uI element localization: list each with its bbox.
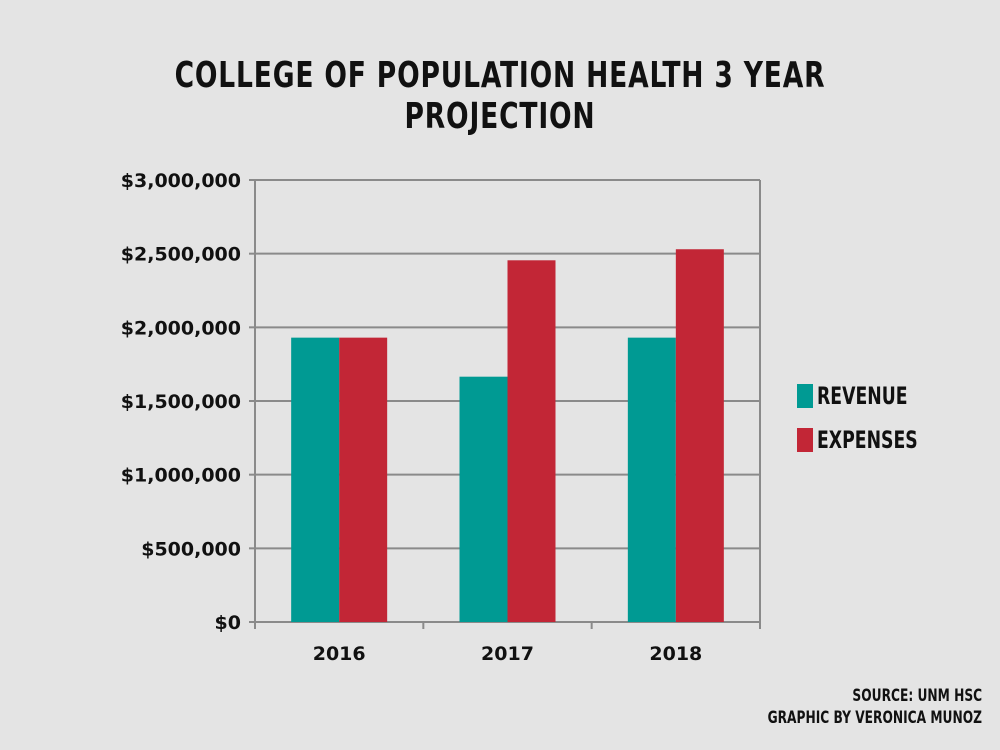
y-tick-label: $2,000,000 xyxy=(121,317,241,339)
legend-swatch-revenue xyxy=(797,384,813,408)
legend-label-revenue: REVENUE xyxy=(817,382,908,410)
y-tick-label: $500,000 xyxy=(141,538,241,560)
chart-title: COLLEGE OF POPULATION HEALTH 3 YEAR PROJ… xyxy=(174,55,826,137)
bar-revenue-2018 xyxy=(627,337,676,622)
bar-revenue-2016 xyxy=(291,337,340,622)
x-tick-label: 2016 xyxy=(313,643,366,665)
x-tick-label: 2018 xyxy=(649,643,702,665)
bar-expenses-2017 xyxy=(507,260,556,622)
x-tick-label: 2017 xyxy=(481,643,534,665)
bar-expenses-2016 xyxy=(339,337,388,622)
y-tick-label: $1,000,000 xyxy=(121,465,241,487)
legend-swatch-expenses xyxy=(797,428,813,452)
y-tick-label: $3,000,000 xyxy=(121,170,241,192)
graphic-credit: GRAPHIC BY VERONICA MUNOZ xyxy=(767,708,982,728)
legend-item-revenue: REVENUE xyxy=(797,382,930,410)
bar-revenue-2017 xyxy=(459,376,508,622)
legend-item-expenses: EXPENSES xyxy=(797,426,943,454)
y-tick-label: $0 xyxy=(215,612,241,634)
y-tick-label: $1,500,000 xyxy=(121,391,241,413)
source-credit: SOURCE: UNM HSC xyxy=(852,686,982,706)
bar-expenses-2018 xyxy=(675,249,724,622)
legend-label-expenses: EXPENSES xyxy=(817,426,918,454)
y-tick-label: $2,500,000 xyxy=(121,244,241,266)
